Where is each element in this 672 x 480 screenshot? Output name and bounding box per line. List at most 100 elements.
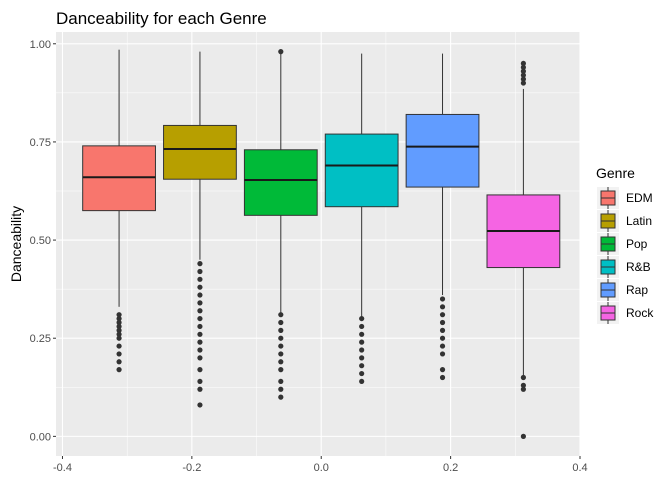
- outlier-point: [116, 319, 122, 326]
- outlier-point: [116, 343, 122, 349]
- box-latin: [163, 51, 237, 408]
- outlier-point: [520, 72, 526, 78]
- outlier-point: [278, 319, 284, 326]
- outlier-point: [359, 378, 365, 385]
- outlier-point: [439, 374, 446, 381]
- outlier-point: [197, 261, 203, 267]
- legend-label: Latin: [626, 214, 652, 228]
- outlier-point: [197, 268, 203, 275]
- legend: Genre EDM Latin Pop R&B Rap Rock: [596, 165, 654, 324]
- outlier-point: [278, 343, 284, 349]
- x-tick-label: -0.2: [182, 462, 201, 474]
- outlier-point: [359, 347, 365, 353]
- outlier-point: [520, 64, 526, 70]
- outlier-point: [520, 68, 526, 74]
- outlier-point: [278, 359, 284, 365]
- chart-title: Danceability for each Genre: [56, 9, 267, 28]
- box-r-b: [324, 53, 399, 385]
- outlier-point: [278, 327, 284, 333]
- outlier-point: [278, 386, 284, 392]
- outlier-point: [197, 367, 203, 373]
- outlier-point: [359, 315, 365, 322]
- y-axis-ticks: 0.00 0.25 0.50 0.75 1.00: [30, 39, 56, 443]
- y-tick-label: 0.50: [30, 235, 51, 247]
- legend-label: EDM: [626, 191, 653, 205]
- legend-item-r-b: R&B: [597, 256, 651, 278]
- legend-item-latin: Latin: [597, 210, 652, 232]
- outlier-point: [197, 378, 203, 385]
- outlier-point: [439, 319, 446, 326]
- outlier-point: [197, 331, 203, 337]
- outlier-point: [197, 339, 203, 345]
- box-rap: [405, 53, 480, 381]
- outlier-point: [278, 378, 284, 385]
- outlier-point: [278, 335, 284, 341]
- outlier-point: [520, 374, 526, 381]
- box-iqr: [405, 113, 480, 188]
- outlier-point: [439, 296, 446, 302]
- outlier-point: [197, 355, 203, 361]
- box-iqr: [163, 124, 237, 180]
- y-axis-label: Danceability: [8, 206, 24, 282]
- outlier-point: [278, 394, 284, 400]
- outlier-point: [197, 386, 203, 392]
- y-tick-label: 0.25: [30, 333, 51, 345]
- boxes: [82, 49, 561, 439]
- outlier-point: [520, 60, 526, 67]
- outlier-point: [439, 327, 446, 333]
- outlier-point: [116, 315, 122, 322]
- outlier-point: [116, 335, 122, 341]
- outlier-point: [359, 323, 365, 330]
- outlier-point: [439, 304, 446, 310]
- legend-item-pop: Pop: [597, 233, 648, 255]
- legend-title: Genre: [596, 165, 635, 181]
- outlier-point: [197, 292, 203, 298]
- box-iqr: [324, 133, 399, 208]
- outlier-point: [197, 276, 203, 282]
- outlier-point: [278, 351, 284, 357]
- outlier-point: [116, 312, 122, 318]
- outlier-point: [520, 382, 526, 388]
- outlier-point: [359, 339, 365, 345]
- outlier-point: [439, 335, 446, 341]
- legend-item-rap: Rap: [597, 279, 648, 301]
- outlier-point: [116, 323, 122, 330]
- outlier-point: [439, 312, 446, 318]
- legend-label: Rap: [626, 283, 648, 297]
- box-rock: [486, 60, 561, 439]
- outlier-point: [116, 351, 122, 357]
- box-edm: [82, 49, 156, 373]
- outlier-point: [116, 331, 122, 337]
- outlier-point: [197, 308, 203, 314]
- legend-label: Pop: [626, 237, 648, 251]
- outlier-point: [520, 80, 526, 86]
- outlier-point: [116, 359, 122, 365]
- outlier-point: [359, 355, 365, 361]
- outlier-point: [116, 327, 122, 333]
- outlier-point: [520, 76, 526, 82]
- outlier-point: [359, 363, 365, 369]
- x-tick-label: 0.0: [314, 462, 329, 474]
- outlier-point: [197, 347, 203, 353]
- outlier-point: [359, 331, 365, 337]
- outlier-point: [278, 49, 284, 55]
- outlier-point: [439, 367, 446, 373]
- legend-item-edm: EDM: [597, 187, 653, 209]
- outlier-point: [520, 433, 526, 439]
- x-tick-label: 0.2: [443, 462, 458, 474]
- x-axis-ticks: -0.4 -0.2 0.0 0.2 0.4: [53, 456, 588, 474]
- y-tick-label: 0.75: [30, 137, 51, 149]
- outlier-point: [278, 312, 284, 318]
- x-tick-label: -0.4: [53, 462, 72, 474]
- legend-item-rock: Rock: [597, 302, 654, 324]
- box-iqr: [243, 149, 318, 216]
- y-tick-label: 0.00: [30, 431, 51, 443]
- legend-label: R&B: [626, 260, 651, 274]
- outlier-point: [197, 402, 203, 408]
- outlier-point: [197, 315, 203, 322]
- outlier-point: [439, 343, 446, 349]
- outlier-point: [359, 370, 365, 377]
- outlier-point: [439, 351, 446, 357]
- y-tick-label: 1.00: [30, 39, 51, 51]
